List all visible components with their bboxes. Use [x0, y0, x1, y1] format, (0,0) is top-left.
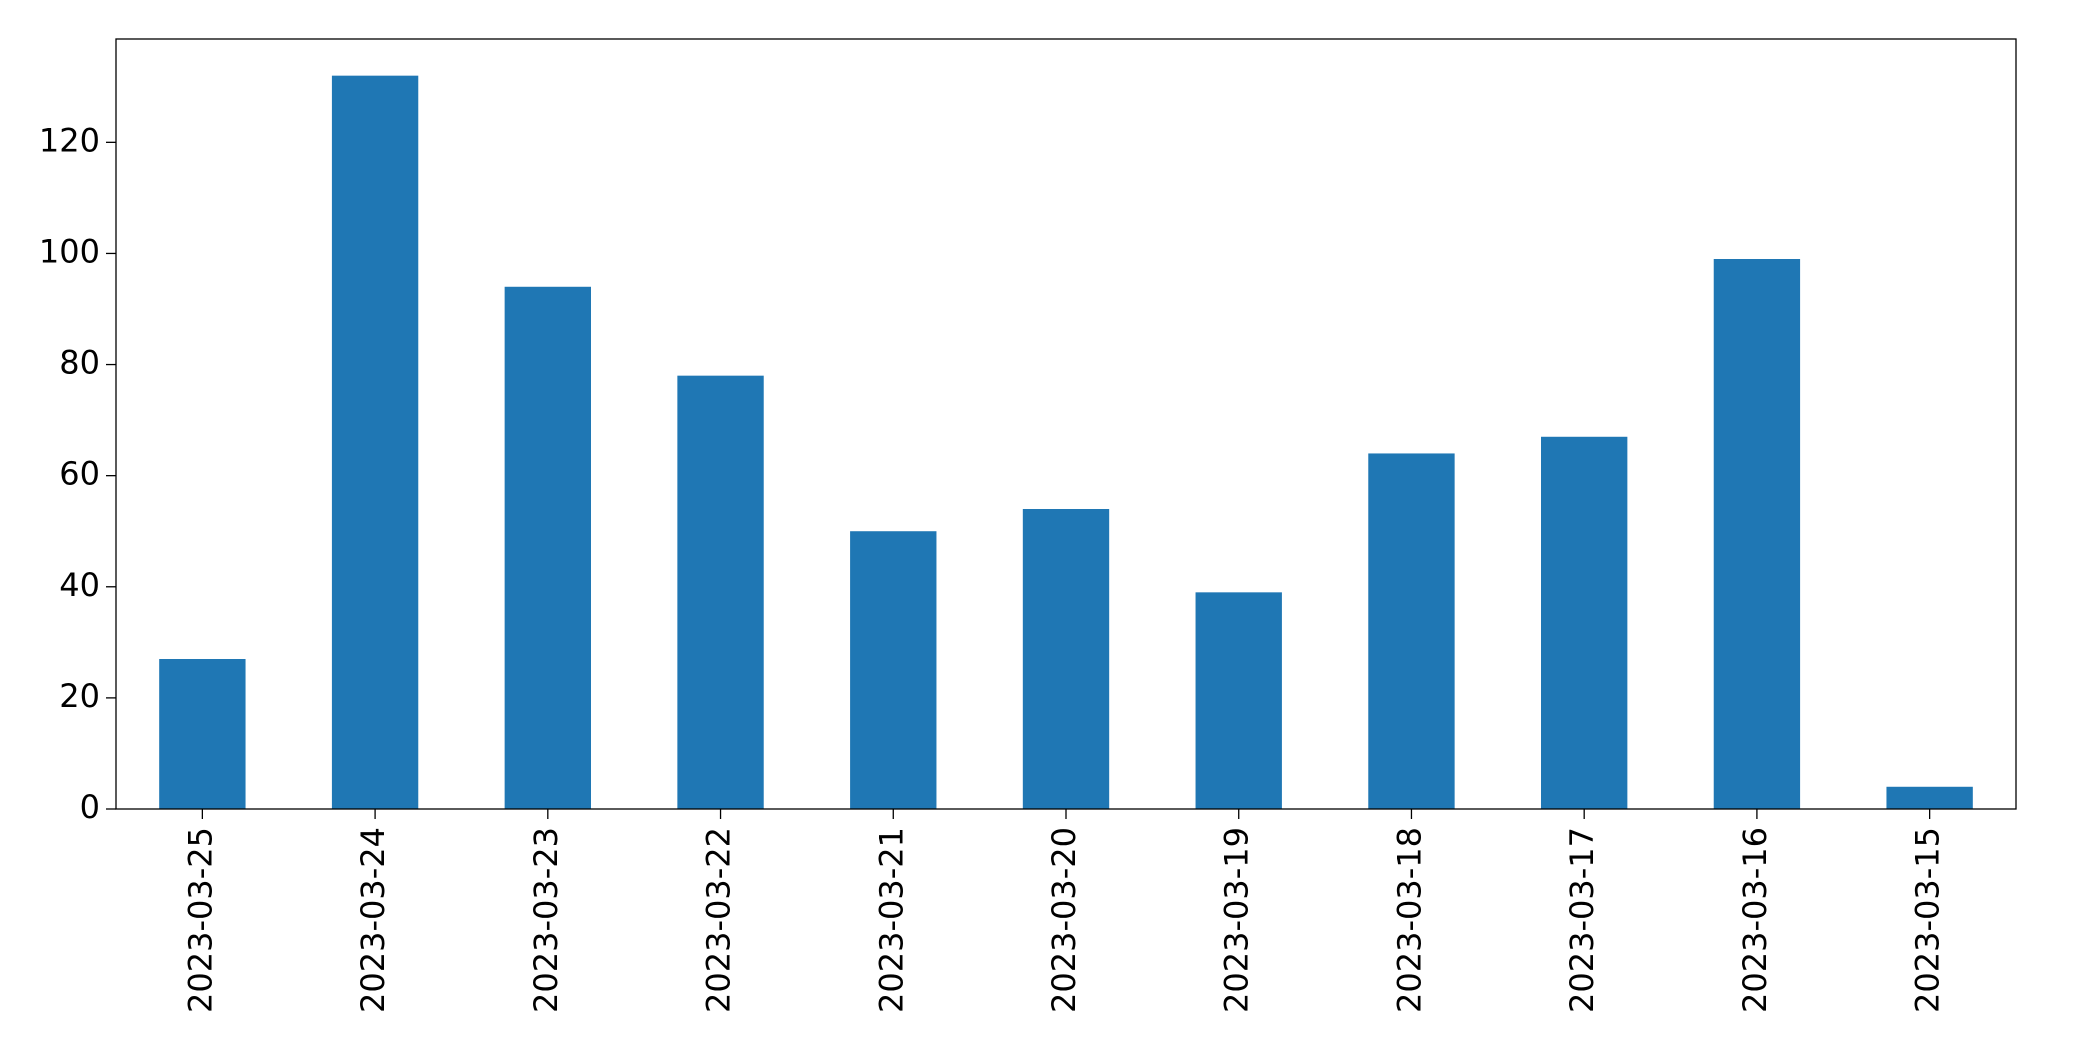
bar	[850, 531, 937, 809]
bar	[1713, 259, 1801, 809]
y-tick-label: 100	[39, 232, 100, 270]
x-tick-label: 2023-03-21	[872, 827, 910, 1013]
x-tick-label: 2023-03-15	[1909, 827, 1947, 1013]
bar	[1886, 786, 1973, 809]
x-tick-label: 2023-03-19	[1218, 827, 1256, 1013]
x-tick-label: 2023-03-24	[354, 827, 392, 1013]
y-tick-label: 20	[59, 677, 100, 715]
plot-frame	[115, 38, 2017, 810]
bar	[159, 659, 246, 809]
y-tick-label: 120	[39, 121, 100, 159]
bar	[1022, 509, 1110, 809]
bar	[1541, 436, 1628, 809]
bar	[331, 75, 419, 809]
x-tick-label: 2023-03-20	[1045, 827, 1083, 1013]
y-tick-label: 60	[59, 455, 100, 493]
x-tick-label: 2023-03-25	[181, 827, 219, 1013]
bar	[677, 375, 764, 809]
x-tick-label: 2023-03-17	[1563, 827, 1601, 1013]
bar	[1368, 453, 1455, 809]
bar	[1195, 592, 1282, 809]
y-tick-label: 40	[59, 566, 100, 604]
y-tick-label: 80	[59, 344, 100, 382]
y-tick-label: 0	[80, 788, 100, 826]
x-tick-label: 2023-03-23	[527, 827, 565, 1013]
x-tick-label: 2023-03-18	[1390, 827, 1428, 1013]
x-tick-label: 2023-03-22	[700, 827, 738, 1013]
x-tick-label: 2023-03-16	[1736, 827, 1774, 1013]
bar	[504, 286, 591, 809]
